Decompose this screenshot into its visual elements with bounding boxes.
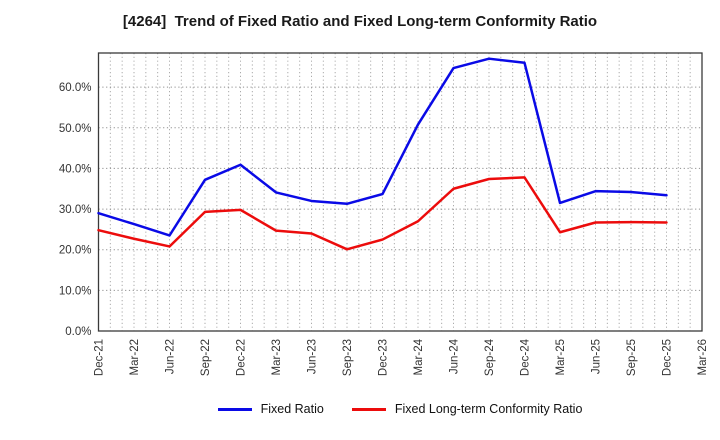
x-tick-label: Jun-25 — [591, 339, 603, 374]
y-tick-label: 20.0% — [59, 245, 92, 257]
y-tick-label: 40.0% — [59, 163, 92, 175]
y-tick-label: 60.0% — [59, 82, 92, 94]
x-tick-label: Mar-26 — [697, 339, 709, 375]
y-tick-label: 10.0% — [59, 285, 92, 297]
x-tick-label: Mar-22 — [129, 339, 141, 375]
conformity-ratio-line — [97, 176, 668, 251]
x-tick-label: Dec-22 — [236, 339, 248, 376]
x-tick-label: Jun-24 — [449, 338, 461, 374]
x-tick-label: Sep-25 — [626, 339, 638, 376]
y-tick-label: 0.0% — [65, 326, 91, 338]
chart-title: [4264] Trend of Fixed Ratio and Fixed Lo… — [122, 13, 598, 30]
x-tick-label: Jun-22 — [165, 339, 177, 374]
x-tick-label: Dec-24 — [520, 338, 532, 376]
x-tick-label: Sep-23 — [342, 339, 354, 376]
conformity-ratio-line-swatch — [351, 407, 386, 411]
legend: Fixed Ratio Fixed Long-term Conformity R… — [98, 402, 702, 416]
x-tick-label: Mar-25 — [555, 339, 567, 375]
x-tick-label: Sep-24 — [484, 338, 496, 376]
legend-label-fixed-ratio: Fixed Ratio — [260, 402, 324, 416]
x-tick-label: Mar-23 — [271, 339, 283, 375]
x-tick-label: Sep-22 — [200, 339, 212, 376]
x-tick-label: Dec-23 — [378, 339, 390, 376]
x-tick-label: Jun-23 — [307, 339, 319, 374]
plot-border — [97, 52, 703, 332]
legend-item-fixed-ratio: Fixed Ratio — [217, 402, 324, 416]
y-tick-label: 50.0% — [59, 123, 92, 135]
legend-item-conformity-ratio: Fixed Long-term Conformity Ratio — [351, 402, 583, 416]
y-tick-label: 30.0% — [59, 204, 92, 216]
x-tick-label: Mar-24 — [413, 338, 425, 375]
x-tick-label: Dec-25 — [662, 339, 674, 376]
fixed-ratio-line-swatch — [217, 407, 252, 411]
x-tick-label: Dec-21 — [94, 339, 106, 376]
legend-label-conformity-ratio: Fixed Long-term Conformity Ratio — [394, 402, 583, 416]
fixed-ratio-line — [97, 57, 668, 237]
